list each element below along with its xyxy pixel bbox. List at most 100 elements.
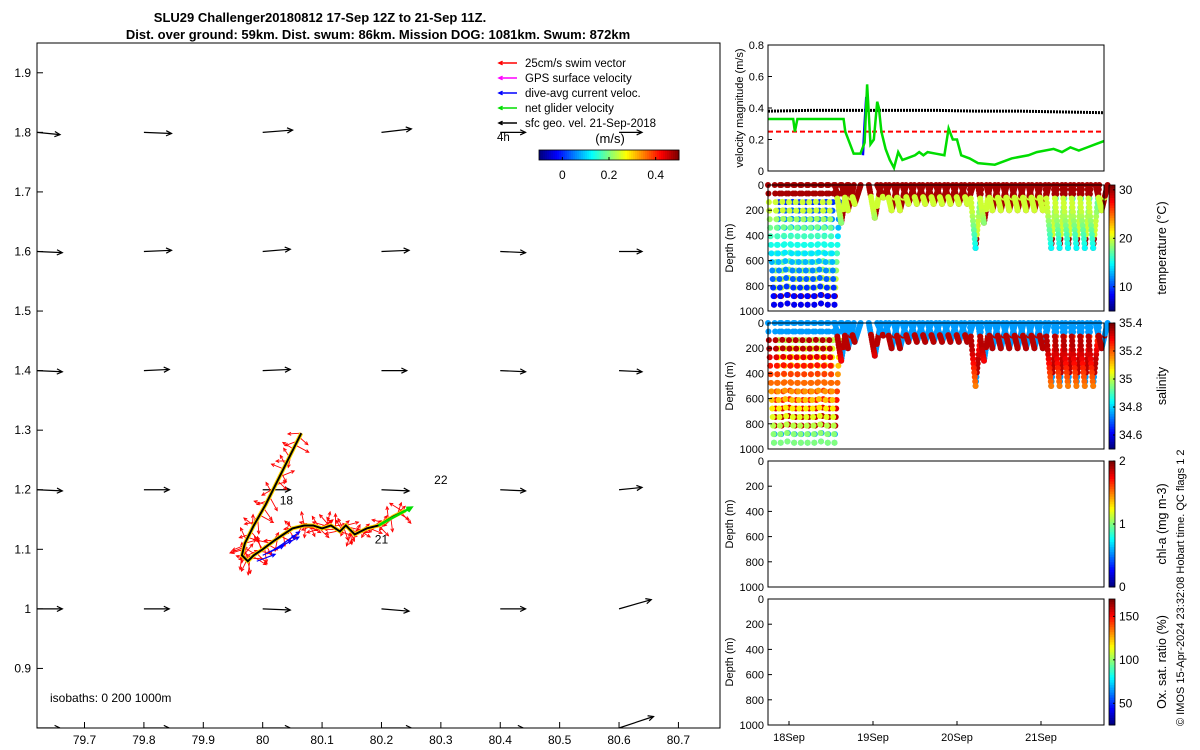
colorbar-cell bbox=[607, 150, 610, 160]
section-dot bbox=[806, 207, 813, 214]
section-dot bbox=[791, 439, 798, 446]
section-colorbar-cell bbox=[1109, 659, 1115, 663]
section-dot bbox=[1076, 329, 1083, 335]
section-dot bbox=[1046, 360, 1053, 367]
section-colorbar-cell bbox=[1109, 631, 1115, 635]
section-dot bbox=[1047, 374, 1054, 380]
section-dot bbox=[779, 207, 786, 214]
section-colorbar-cell bbox=[1109, 280, 1115, 284]
section-dot bbox=[997, 207, 1004, 214]
section-dot bbox=[817, 283, 824, 290]
section-colorbar-frame bbox=[1108, 184, 1116, 312]
map-ytick-label: 1.2 bbox=[14, 483, 31, 497]
colorbar-cell bbox=[621, 150, 624, 160]
section-dot bbox=[813, 215, 820, 222]
section-dot bbox=[802, 267, 809, 274]
section-colorbar-cell bbox=[1109, 571, 1115, 575]
section-colorbar-cell bbox=[1109, 187, 1115, 191]
section-colorbar-cell bbox=[1109, 476, 1115, 480]
section-colorbar-tick-label: 1 bbox=[1119, 517, 1126, 531]
section-dot bbox=[1058, 222, 1065, 229]
section-dot bbox=[1056, 240, 1063, 247]
colorbar-cell bbox=[625, 150, 628, 160]
section-colorbar-cell bbox=[1109, 237, 1115, 241]
section-colorbar-label: chl-a (mg m-3) bbox=[1155, 483, 1169, 564]
swim-vector-head bbox=[318, 513, 324, 519]
swim-vector-head bbox=[290, 470, 296, 474]
section-dot bbox=[790, 284, 797, 291]
section-colorbar-cell bbox=[1109, 539, 1115, 543]
colorbar-cell bbox=[617, 150, 620, 160]
section-colorbar-cell bbox=[1109, 265, 1115, 269]
section-colorbar-cell bbox=[1109, 220, 1115, 224]
section-dot bbox=[797, 293, 804, 300]
section-dot bbox=[813, 207, 820, 214]
colorbar-cell bbox=[651, 150, 654, 160]
map-ytick-label: 1 bbox=[24, 602, 31, 616]
section-xtick-label: 19Sep bbox=[857, 732, 889, 744]
section-colorbar-cell bbox=[1109, 368, 1115, 372]
section-colorbar-cell bbox=[1109, 197, 1115, 201]
section-dot bbox=[1047, 378, 1054, 385]
section-dot bbox=[828, 233, 835, 240]
section-dot bbox=[1087, 356, 1094, 362]
section-dot bbox=[767, 362, 774, 369]
section-colorbar-cell bbox=[1109, 508, 1115, 512]
section-dot bbox=[974, 222, 981, 229]
section-dot bbox=[773, 216, 780, 223]
swim-vector-head bbox=[261, 492, 266, 496]
colorbar-cell bbox=[577, 150, 580, 160]
section-dot bbox=[844, 207, 851, 214]
section-dot bbox=[768, 379, 774, 386]
map-ytick-label: 1.1 bbox=[14, 542, 31, 556]
section-colorbar-cell bbox=[1109, 431, 1115, 435]
section-dot bbox=[968, 204, 975, 211]
swim-vector-head bbox=[329, 519, 334, 524]
section-dot bbox=[1069, 204, 1076, 211]
section-ytick-label: 400 bbox=[746, 230, 764, 242]
section-dot bbox=[1052, 342, 1059, 349]
section-dot bbox=[972, 383, 979, 389]
section-dot bbox=[814, 224, 821, 231]
section-colorbar-cell bbox=[1109, 207, 1115, 211]
geo-vector-head bbox=[519, 129, 527, 136]
net-glider-vector bbox=[377, 506, 412, 527]
section-colorbar-cell bbox=[1109, 667, 1115, 670]
geo-vector-head bbox=[284, 366, 292, 373]
geo-vector-head bbox=[284, 246, 292, 253]
section-dot bbox=[799, 345, 806, 352]
section-colorbar-cell bbox=[1109, 360, 1115, 364]
section-dot bbox=[819, 328, 826, 335]
section-colorbar-cell bbox=[1109, 413, 1115, 417]
swim-vector-head bbox=[248, 569, 252, 575]
section-dot bbox=[830, 276, 837, 283]
section-dot bbox=[1061, 347, 1068, 353]
section-dot bbox=[1060, 195, 1067, 202]
section-dot bbox=[1052, 204, 1059, 211]
section-colorbar-cell bbox=[1109, 614, 1115, 618]
section-dot bbox=[981, 219, 987, 226]
swim-vector-head bbox=[240, 567, 245, 573]
section-dot bbox=[804, 293, 811, 300]
legend-label: sfc geo. vel. 21-Sep-2018 bbox=[525, 118, 656, 130]
oxygen-panel: 0 200 400 600 800 1000 Depth (m) 50 100 150 Ox. sa… bbox=[724, 594, 1169, 744]
section-colorbar-cell bbox=[1109, 323, 1115, 326]
section-colorbar-cell bbox=[1109, 654, 1115, 658]
swim-vector-head bbox=[282, 480, 288, 485]
section-dot bbox=[1092, 356, 1099, 362]
section-ytick-label: 400 bbox=[746, 644, 764, 656]
section-dot bbox=[820, 354, 827, 361]
section-colorbar-cell bbox=[1109, 616, 1115, 620]
section-colorbar-cell bbox=[1109, 278, 1115, 282]
swim-vector-head bbox=[253, 500, 258, 504]
geo-vector-head bbox=[284, 724, 292, 728]
geo-vector bbox=[143, 131, 172, 135]
section-dot bbox=[971, 231, 978, 238]
section-colorbar-cell bbox=[1109, 433, 1115, 437]
colorbar-cell bbox=[579, 150, 582, 160]
section-dot bbox=[1081, 240, 1088, 247]
section-dot bbox=[1044, 204, 1051, 211]
colorbar-cell bbox=[657, 150, 660, 160]
section-dot bbox=[971, 236, 978, 242]
colorbar-cell bbox=[601, 150, 604, 160]
